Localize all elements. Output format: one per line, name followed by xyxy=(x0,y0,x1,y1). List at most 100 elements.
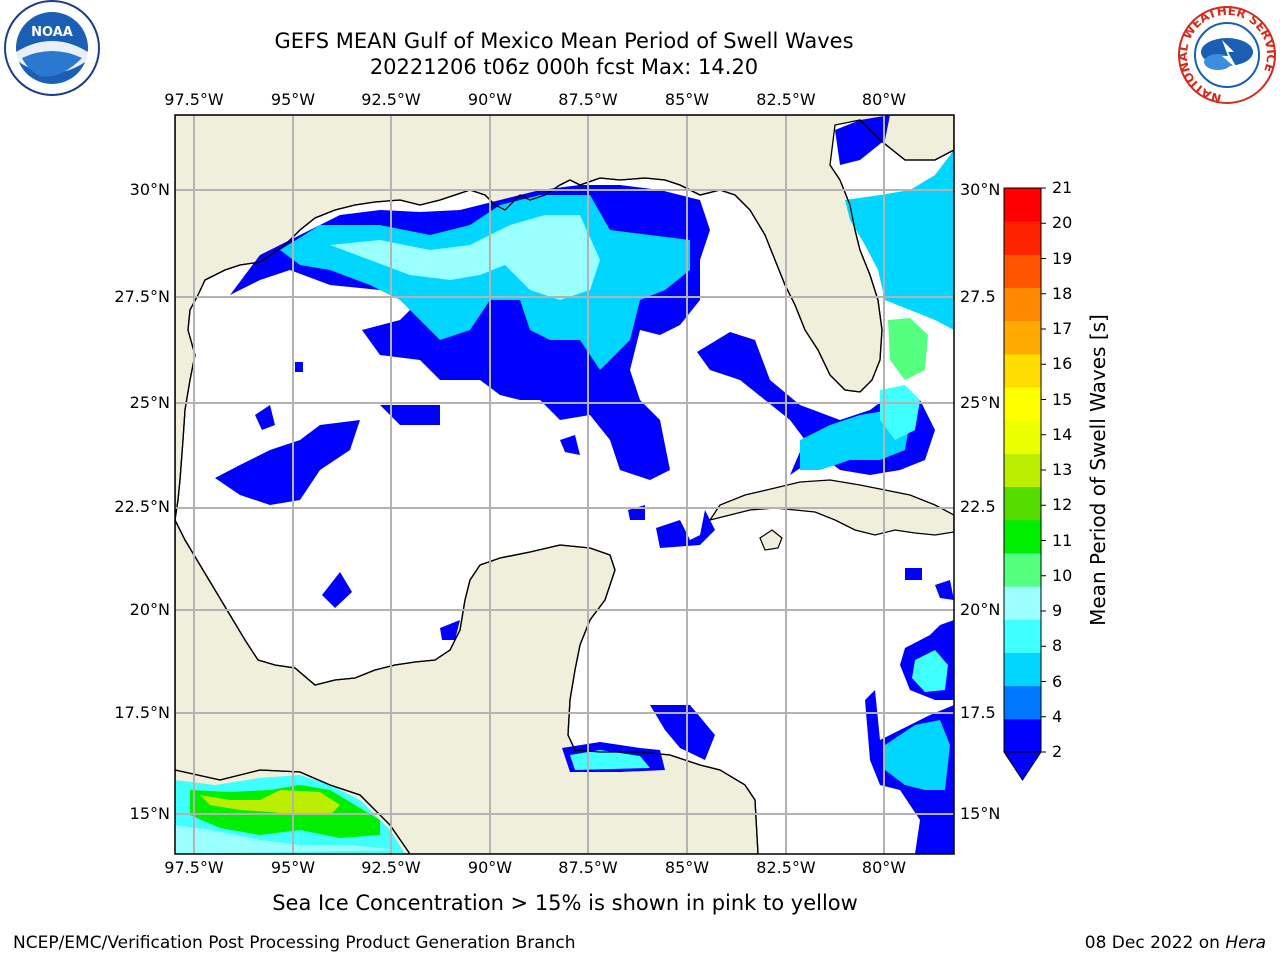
colorbar-tick-label: 21 xyxy=(1052,178,1073,197)
lon-tick-bottom: 90°W xyxy=(467,858,513,877)
swell-region-central-strip xyxy=(380,405,440,425)
lon-tick-top: 87.5°W xyxy=(558,90,618,109)
colorbar xyxy=(1003,187,1046,781)
colorbar-frame xyxy=(1003,187,1042,753)
colorbar-tick-label: 6 xyxy=(1052,671,1063,691)
lon-tick-top: 82.5°W xyxy=(756,90,816,109)
swell-region-caribbean-small xyxy=(905,568,922,580)
lon-tick-bottom: 85°W xyxy=(664,858,710,877)
lon-tick-top: 95°W xyxy=(270,90,316,109)
swell-region-pacific-light xyxy=(175,825,400,854)
colorbar-tick-label: 20 xyxy=(1052,213,1073,233)
colorbar-tick-label: 13 xyxy=(1052,460,1073,479)
swell-region-west-blob xyxy=(215,420,360,505)
map-title: GEFS MEAN Gulf of Mexico Mean Period of … xyxy=(274,29,854,53)
colorbar-segment xyxy=(1004,718,1041,753)
swell-region-caribbean-north-light xyxy=(912,650,948,692)
swell-region-bahamas xyxy=(880,385,920,440)
lon-tick-top: 97.5°W xyxy=(164,90,224,109)
colorbar-tick-label: 12 xyxy=(1052,495,1073,515)
lat-tick-right: 20°N xyxy=(960,600,1001,619)
swell-region-atlantic-green xyxy=(888,318,928,380)
lon-tick-bottom: 95°W xyxy=(270,858,316,877)
colorbar-tick-label: 4 xyxy=(1052,706,1063,726)
lat-tick-left: 22.5°N xyxy=(114,497,170,516)
swell-region-west-small xyxy=(255,405,275,430)
nws-logo: NATIONAL WEATHER SERVICE xyxy=(1176,4,1278,106)
footer-date-text: 08 Dec 2022 on xyxy=(1084,933,1226,953)
lon-tick-bottom: 82.5°W xyxy=(756,858,816,877)
lat-tick-left: 30°N xyxy=(129,180,170,199)
colorbar-tick-label: 19 xyxy=(1052,248,1073,268)
colorbar-segment xyxy=(1004,685,1041,720)
colorbar-tick-label: 10 xyxy=(1052,565,1073,585)
swell-region-small-2 xyxy=(440,620,460,640)
lat-tick-right: 22.5 xyxy=(960,497,996,516)
colorbar-segment xyxy=(1004,519,1041,554)
colorbar-segment xyxy=(1004,453,1041,488)
colorbar-segment xyxy=(1004,486,1041,521)
colorbar-segment xyxy=(1004,552,1041,587)
swell-region-small-4 xyxy=(560,435,580,455)
colorbar-tick-label: 2 xyxy=(1052,742,1063,761)
sea-ice-note: Sea Ice Concentration > 15% is shown in … xyxy=(272,891,858,915)
map-subtitle-run: 20221206 t06z 000h fcst Max: 14.20 xyxy=(369,55,759,79)
swell-region-atlantic-north xyxy=(835,115,890,165)
lon-tick-bottom: 97.5°W xyxy=(164,858,224,877)
lon-tick-top: 90°W xyxy=(467,90,513,109)
noaa-logo: NOAA xyxy=(4,0,100,96)
lon-tick-top: 80°W xyxy=(861,90,907,109)
swell-region-east-light xyxy=(800,410,910,470)
colorbar-segment xyxy=(1004,353,1041,388)
colorbar-segment xyxy=(1004,254,1041,289)
swell-region-east-strip xyxy=(656,510,715,548)
lat-tick-left: 25°N xyxy=(129,393,170,412)
colorbar-segment xyxy=(1004,221,1041,255)
graticule xyxy=(175,115,954,854)
lat-tick-left: 20°N xyxy=(129,600,170,619)
colorbar-tick-label: 16 xyxy=(1052,354,1073,374)
footer-date: 08 Dec 2022 on Hera xyxy=(1085,933,1266,953)
lon-tick-bottom: 87.5°W xyxy=(558,858,618,877)
swell-region-north-light xyxy=(330,215,600,300)
footer-credit: NCEP/EMC/Verification Post Processing Pr… xyxy=(13,933,576,953)
swell-region-caribbean-south-light xyxy=(885,720,950,790)
colorbar-segment xyxy=(1004,652,1041,687)
swell-region-atlantic xyxy=(845,150,954,330)
noaa-logo-text: NOAA xyxy=(31,25,73,40)
lat-tick-right: 15°N xyxy=(960,804,1001,823)
lon-tick-bottom: 80°W xyxy=(861,858,907,877)
colorbar-tick-label: 9 xyxy=(1052,601,1063,620)
colorbar-tick-label: 17 xyxy=(1052,319,1073,338)
colorbar-tick-label: 8 xyxy=(1052,636,1063,656)
lat-tick-right: 27.5 xyxy=(960,287,996,306)
swell-region-honduras-light xyxy=(570,750,650,770)
lat-tick-left: 15°N xyxy=(129,804,170,823)
swell-region-caribbean-small-2 xyxy=(935,580,954,600)
lat-tick-right: 25°N xyxy=(960,393,1001,412)
colorbar-segment xyxy=(1004,320,1041,355)
lon-tick-top: 92.5°W xyxy=(361,90,421,109)
lat-tick-left: 17.5°N xyxy=(114,703,170,722)
colorbar-segment xyxy=(1004,287,1041,322)
lat-tick-right: 30°N xyxy=(960,180,1001,199)
colorbar-segment xyxy=(1004,188,1041,222)
swell-region-honduras-east xyxy=(650,705,715,760)
colorbar-tick-label: 15 xyxy=(1052,389,1073,409)
colorbar-segment xyxy=(1004,619,1041,653)
colorbar-segment xyxy=(1004,387,1041,421)
lon-tick-bottom: 92.5°W xyxy=(361,858,421,877)
swell-region-campeche xyxy=(322,572,352,608)
land-isla-juventud xyxy=(759,529,783,551)
colorbar-tick-label: 18 xyxy=(1052,283,1073,303)
lat-tick-left: 27.5°N xyxy=(114,287,170,306)
swell-region-small-1 xyxy=(295,362,303,372)
colorbar-extend-arrow xyxy=(1003,751,1042,781)
footer-host: Hera xyxy=(1225,933,1266,953)
colorbar-label: Mean Period of Swell Waves [s] xyxy=(1086,314,1110,626)
colorbar-tick-label: 14 xyxy=(1052,424,1073,444)
lat-tick-right: 17.5 xyxy=(960,703,996,722)
colorbar-segment xyxy=(1004,586,1041,620)
colorbar-segment xyxy=(1004,420,1041,454)
